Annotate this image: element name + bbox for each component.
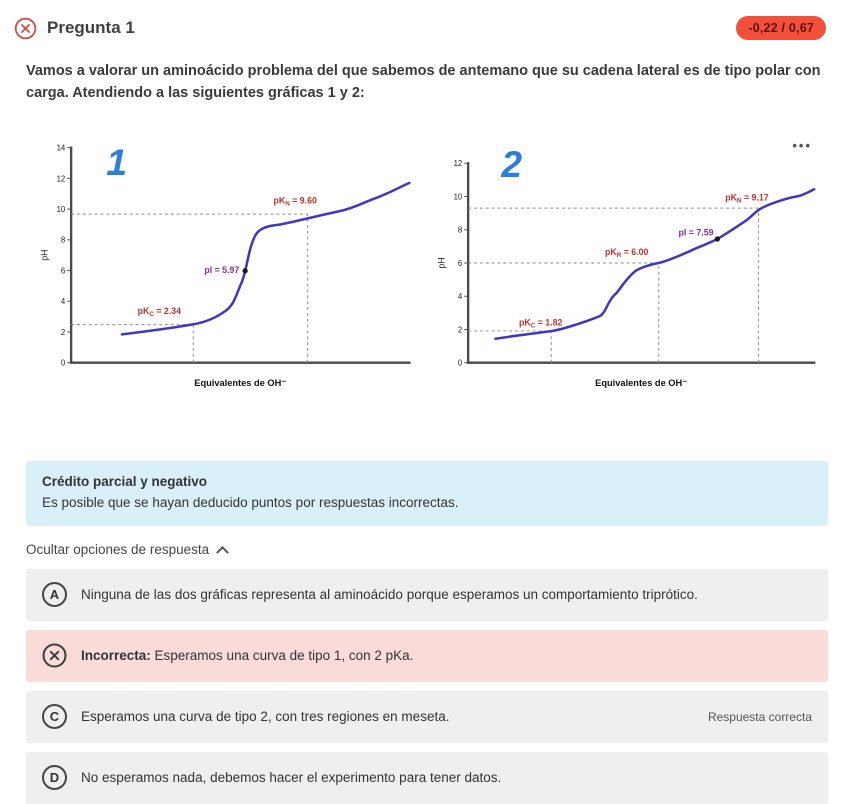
option-text-d: No esperamos nada, debemos hacer el expe… [81,770,502,786]
pkn-annotation-1: pKN = 9.60 [273,195,317,207]
y-tick: 10 [454,192,463,201]
question-title: Pregunta 1 [47,18,135,37]
y-tick: 4 [61,297,66,306]
option-text-b: Incorrecta: Esperamos una curva de tipo … [81,648,414,664]
y-tick: 10 [57,205,66,214]
option-text-a: Ninguna de las dos gráficas representa a… [81,587,698,603]
titration-chart-2: 0 2 4 6 8 10 12 pH Equivalentes de OH⁻ p… [437,143,816,388]
more-options-icon[interactable]: ••• [792,137,812,153]
pkc-annotation-1: pKC = 2.34 [138,306,182,318]
pi-annotation-1: pI = 5.97 [204,265,239,275]
pkn-annotation-2: pKN = 9.17 [725,192,769,204]
option-letter-a: A [42,582,67,608]
pi-point-2 [714,236,721,242]
y-tick: 4 [458,292,463,301]
pi-point-1 [242,268,248,274]
partial-credit-body: Es posible que se hayan deducido puntos … [42,494,459,510]
partial-credit-banner: Crédito parcial y negativo Es posible qu… [26,460,828,526]
handwritten-label-1: 1 [106,141,127,183]
question-header: Pregunta 1 -0,22 / 0,67 [12,10,828,44]
correct-answer-label: Respuesta correcta [707,709,812,724]
option-text-c: Esperamos una curva de tipo 2, con tres … [81,709,450,725]
y-tick: 0 [61,359,66,368]
titration-charts-figure: ••• 0 2 4 6 8 10 12 14 pH Equivalentes d… [34,129,828,397]
incorrect-question-icon [14,17,37,40]
toggle-label: Ocultar opciones de respuesta [26,541,210,557]
option-letter-c: C [42,704,67,730]
score-badge: -0,22 / 0,67 [736,16,826,40]
pi-annotation-2: pI = 7.59 [679,228,714,238]
y-tick: 0 [458,359,463,368]
partial-credit-title: Crédito parcial y negativo [42,473,208,489]
y-axis-label: pH [40,250,50,261]
x-axis-label: Equivalentes de OH⁻ [194,378,286,388]
incorrect-answer-icon [42,643,67,668]
y-tick: 2 [61,328,65,337]
x-axis-label: Equivalentes de OH⁻ [595,378,687,388]
answer-option-a[interactable]: A Ninguna de las dos gráficas representa… [26,568,828,621]
y-tick: 6 [61,266,65,275]
y-tick: 2 [458,325,462,334]
chevron-up-icon [216,545,229,559]
answer-option-d[interactable]: D No esperamos nada, debemos hacer el ex… [26,751,828,804]
titration-curve-2 [494,187,816,340]
y-tick: 12 [454,159,463,168]
pkr-annotation-2: pKR = 6.00 [605,247,649,259]
answer-option-c[interactable]: C Esperamos una curva de tipo 2, con tre… [26,690,828,743]
incorrect-prefix: Incorrecta: [81,648,151,664]
y-tick: 12 [57,174,66,183]
y-tick: 14 [57,144,66,153]
y-tick: 6 [458,259,462,268]
option-letter-d: D [42,765,67,791]
y-axis-label: pH [437,257,447,268]
titration-chart-1: 0 2 4 6 8 10 12 14 pH Equivalentes de OH… [40,141,411,388]
handwritten-label-2: 2 [501,143,523,185]
y-tick: 8 [61,235,65,244]
pkc-annotation-2: pKC = 1.82 [519,317,563,329]
titration-curve-1 [120,181,411,336]
hide-answer-options-toggle[interactable]: Ocultar opciones de respuesta [26,541,229,559]
question-text: Vamos a valorar un aminoácido problema d… [26,63,821,102]
y-tick: 8 [458,226,462,235]
answer-option-b-incorrect[interactable]: Incorrecta: Esperamos una curva de tipo … [26,629,828,682]
